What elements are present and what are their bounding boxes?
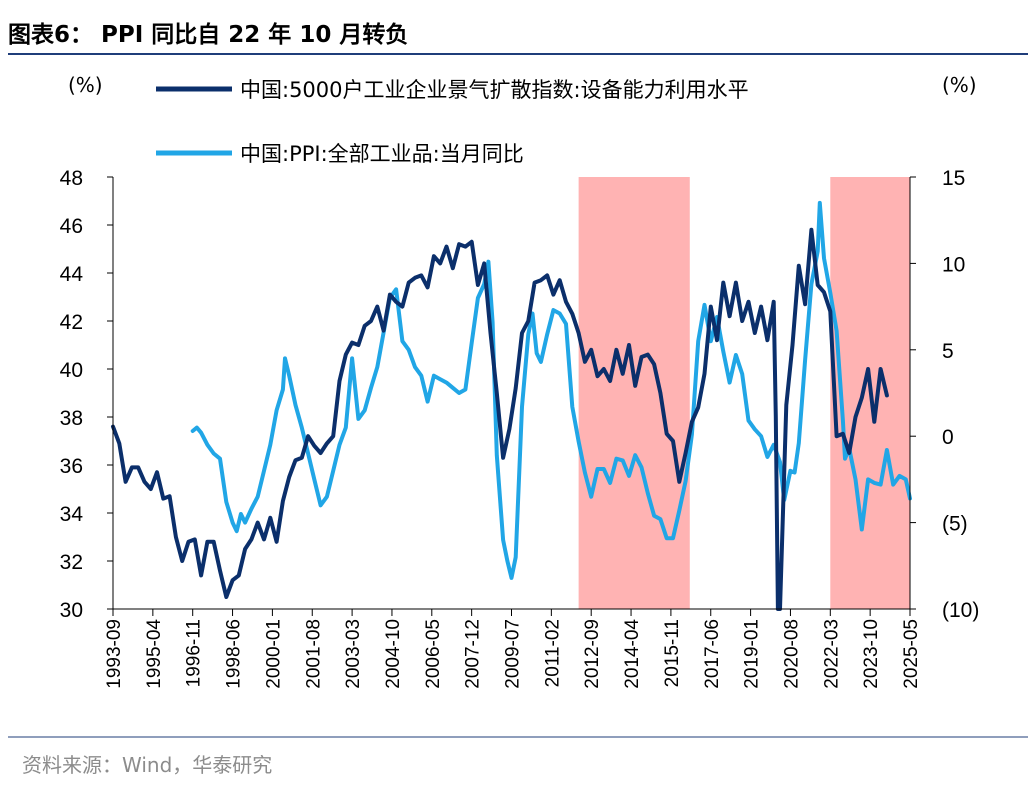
x-tick-label: 2004-10	[383, 619, 404, 689]
x-tick-label: 2003-03	[343, 619, 364, 689]
left-tick-label: 42	[60, 311, 83, 334]
x-tick-label: 1995-04	[144, 619, 165, 689]
source-note: 资料来源：Wind，华泰研究	[22, 753, 272, 777]
x-tick-label: 1998-06	[224, 619, 245, 689]
x-tick-label: 2009-07	[503, 619, 524, 689]
right-tick-label: 15	[942, 167, 965, 190]
right-axis-unit: (%)	[942, 73, 977, 97]
series-lines	[111, 200, 912, 611]
x-tick-label: 2006-05	[423, 619, 444, 689]
legend: 中国:5000户工业企业景气扩散指数:设备能力利用水平 中国:PPI:全部工业品…	[156, 78, 749, 166]
series-line-ppi	[190, 200, 912, 580]
x-tick-label: 2022-03	[821, 619, 842, 689]
right-tick-label: (10)	[942, 599, 979, 622]
x-tick-label: 2011-02	[542, 619, 563, 687]
left-tick-label: 32	[60, 551, 83, 574]
right-tick-label: 10	[942, 253, 965, 276]
shaded-periods	[578, 177, 910, 609]
left-tick-label: 36	[60, 455, 83, 478]
left-tick-label: 34	[60, 503, 84, 526]
left-tick-label: 40	[60, 359, 83, 382]
legend-label-ppi: 中国:PPI:全部工业品:当月同比	[240, 142, 524, 166]
x-tick-label: 2015-11	[662, 619, 683, 687]
figure-title: 图表6： PPI 同比自 22 年 10 月转负	[8, 21, 408, 48]
x-tick-label: 2001-08	[303, 619, 324, 689]
right-tick-label: (5)	[942, 513, 968, 536]
left-tick-label: 38	[60, 407, 83, 430]
x-tick-label: 2012-09	[582, 619, 603, 689]
x-tick-label: 2000-01	[263, 619, 284, 689]
x-tick-label: 2007-12	[463, 619, 484, 689]
left-tick-label: 48	[60, 167, 83, 190]
axes	[107, 176, 916, 616]
right-tick-label: 5	[942, 340, 954, 363]
right-tick-label: 0	[942, 426, 954, 449]
x-tick-label: 2023-10	[861, 619, 882, 689]
x-tick-label: 1996-11	[184, 619, 205, 687]
x-tick-label: 2019-01	[742, 619, 763, 689]
shaded-period-1	[578, 177, 690, 609]
left-axis-unit: (%)	[68, 73, 103, 97]
x-tick-label: 2014-04	[622, 619, 643, 689]
legend-label-capacity: 中国:5000户工业企业景气扩散指数:设备能力利用水平	[240, 78, 749, 102]
left-tick-label: 30	[60, 599, 83, 622]
left-tick-label: 46	[60, 215, 83, 238]
x-tick-label: 2017-06	[702, 619, 723, 689]
series-line-capacity	[111, 227, 889, 611]
x-tick-label: 2020-08	[781, 619, 802, 689]
x-tick-label: 2025-05	[901, 619, 922, 689]
tick-labels: 30 32 34 36 38 40 42 44 46 48 (10) (5) 0 5 10 15 1993-09…	[60, 167, 980, 689]
left-tick-label: 44	[60, 263, 84, 286]
x-tick-label: 1993-09	[104, 619, 125, 689]
